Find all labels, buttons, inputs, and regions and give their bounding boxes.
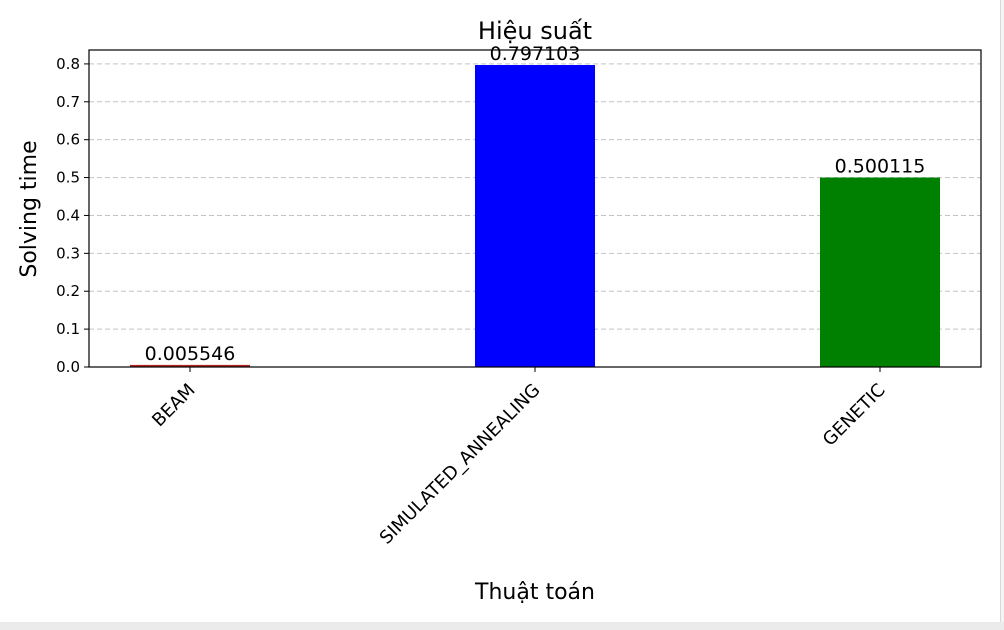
y-tick-label: 0.7 — [56, 93, 80, 111]
y-tick-label: 0.8 — [56, 55, 80, 73]
value-labels: 0.005546 0.797103 0.500115 — [145, 43, 926, 365]
bars — [130, 65, 940, 368]
y-tick-label: 0.0 — [56, 358, 80, 376]
y-axis-ticks: 0.0 0.1 0.2 0.3 0.4 0.5 0.6 0.7 0.8 — [56, 55, 89, 376]
y-tick-label: 0.4 — [56, 206, 80, 224]
grid-lines — [89, 63, 981, 330]
x-tick-label: GENETIC — [819, 380, 890, 451]
x-axis-ticks: BEAM SIMULATED_ANNEALING GENETIC — [148, 367, 890, 549]
y-tick-label: 0.2 — [56, 282, 80, 300]
bar-value-label: 0.797103 — [490, 43, 581, 65]
x-tick-label: SIMULATED_ANNEALING — [376, 380, 545, 549]
y-tick-label: 0.5 — [56, 169, 80, 187]
bar-genetic — [820, 177, 940, 367]
y-tick-label: 0.1 — [56, 320, 80, 338]
chart-title: Hiệu suất — [478, 17, 592, 45]
bar-value-label: 0.005546 — [145, 343, 236, 365]
x-tick-label: BEAM — [148, 380, 199, 431]
y-tick-label: 0.3 — [56, 244, 80, 262]
y-tick-label: 0.6 — [56, 131, 80, 149]
bar-value-label: 0.500115 — [835, 156, 926, 178]
bar-simulated-annealing — [475, 65, 595, 368]
bar-beam — [130, 364, 250, 367]
y-axis-title: Solving time — [17, 140, 42, 277]
window-edge-strip — [1000, 0, 1004, 622]
x-axis-title: Thuật toán — [474, 580, 595, 605]
